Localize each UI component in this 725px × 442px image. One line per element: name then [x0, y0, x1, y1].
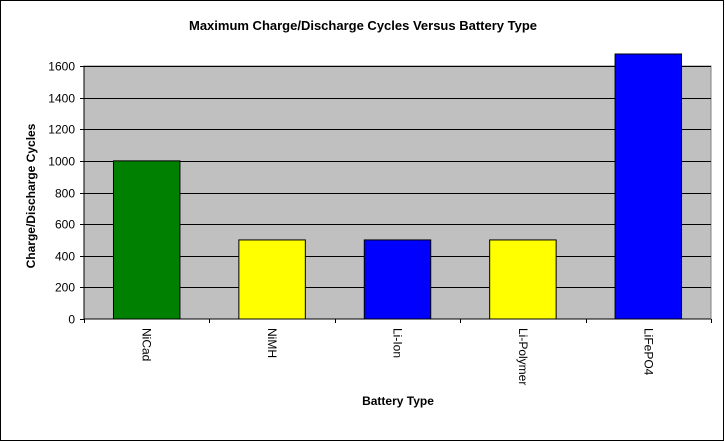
y-tick-label: 1400 [48, 92, 75, 106]
x-tick-label: LiFePO4 [641, 328, 655, 376]
y-tick-label: 1000 [48, 155, 75, 169]
bar-nicad [112, 160, 181, 320]
bar-nimh [238, 239, 306, 320]
x-axis-title: Battery Type [362, 394, 434, 408]
bar-li-polymer [489, 239, 557, 320]
y-axis-title: Charge/Discharge Cycles [24, 123, 38, 268]
y-tick-label: 0 [68, 313, 75, 327]
chart-title: Maximum Charge/Discharge Cycles Versus B… [189, 18, 537, 33]
y-tick-label: 200 [55, 281, 75, 295]
y-tick-label: 600 [55, 218, 75, 232]
bar-lifepo4 [614, 53, 683, 320]
x-tick-label: NiCad [140, 328, 154, 361]
y-tick-label: 800 [55, 187, 75, 201]
y-tick-label: 400 [55, 250, 75, 264]
x-tick-label: Li-Polymer [516, 328, 530, 385]
x-tick-label: Li-Ion [391, 328, 405, 358]
x-ticks: NiCad NiMH Li-Ion Li-Polymer LiFePO4 [84, 319, 712, 385]
y-tick-label: 1200 [48, 123, 75, 137]
bar-li-ion [363, 239, 432, 320]
y-tick-label: 1600 [48, 60, 75, 74]
y-ticks: 0 200 400 600 800 1000 1200 1400 1600 [48, 60, 84, 327]
x-tick-label: NiMH [265, 328, 279, 358]
bars [112, 53, 683, 320]
